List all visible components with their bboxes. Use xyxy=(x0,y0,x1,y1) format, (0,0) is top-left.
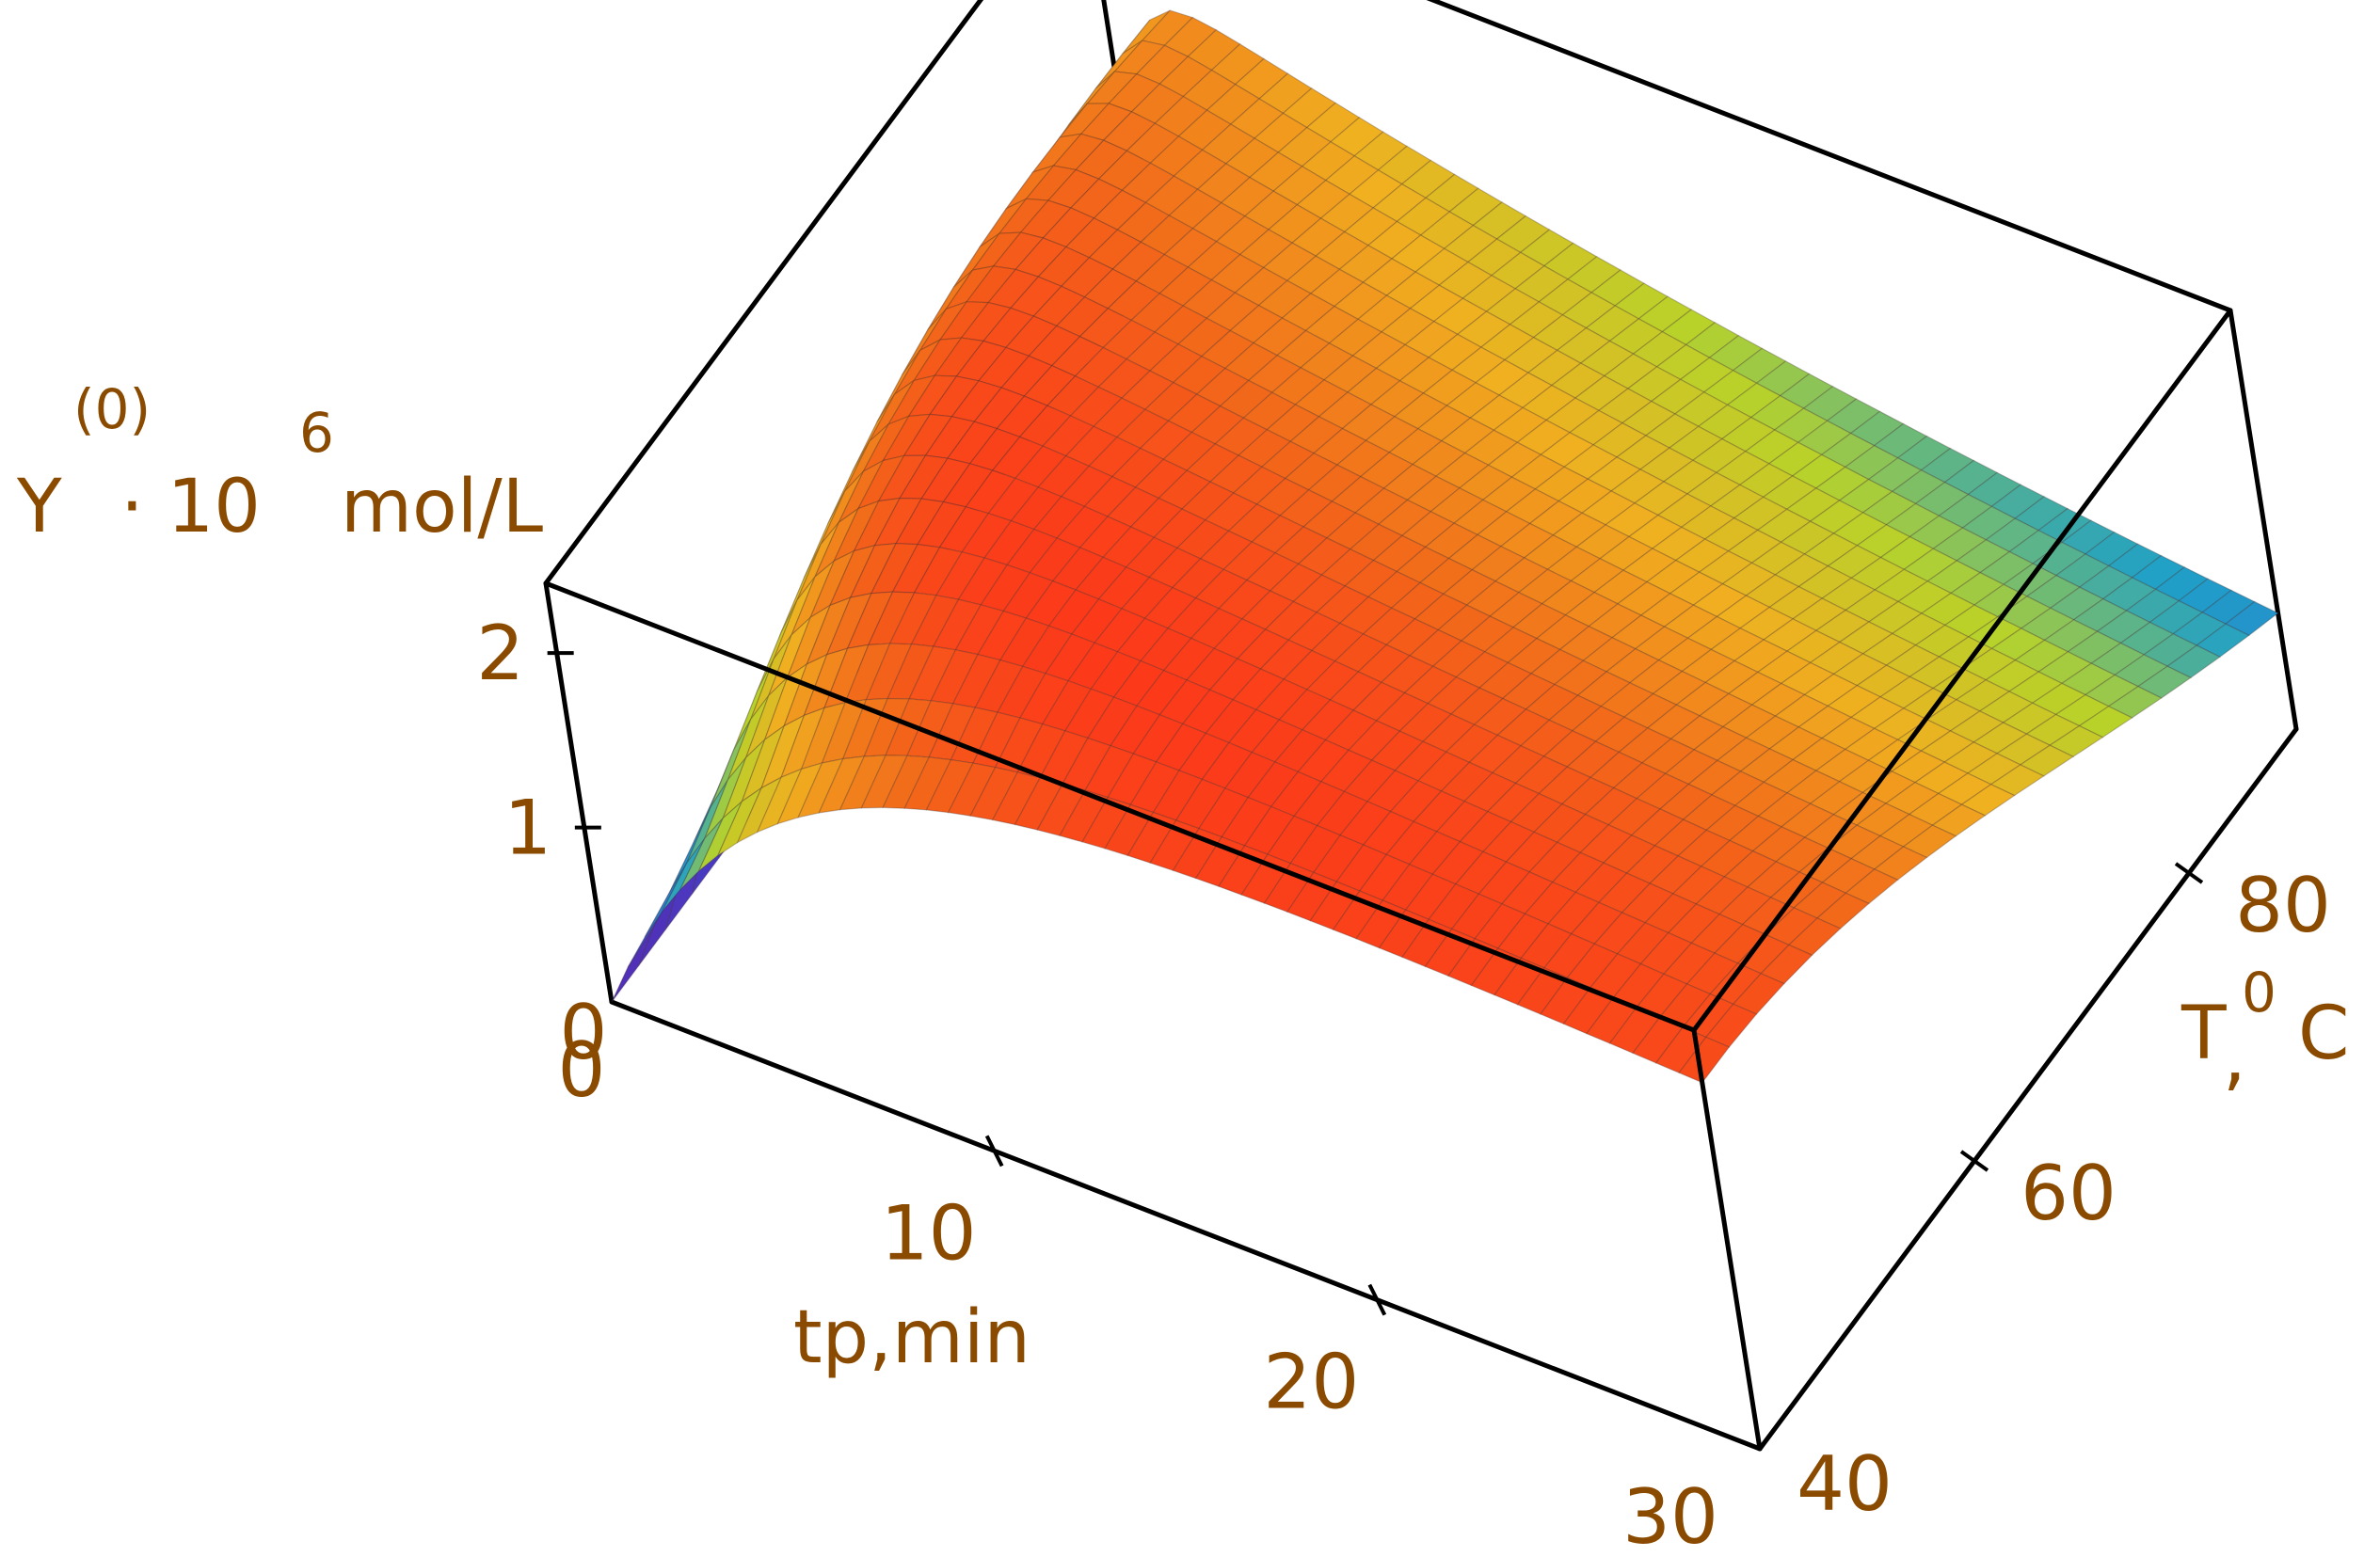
surface-cell xyxy=(1873,846,1928,881)
surface-cell xyxy=(2078,706,2133,739)
y-axis-label-sup: 0 xyxy=(2242,961,2276,1025)
z-axis-label-exp: 6 xyxy=(299,401,334,465)
y-tick-mark xyxy=(2174,862,2204,884)
x-axis-label: tp,min xyxy=(793,1295,1030,1380)
x-tick-label: 20 xyxy=(1263,1339,1359,1426)
z-axis-label-unit: mol/L xyxy=(341,465,544,549)
y-axis-label-unit: C xyxy=(2298,992,2349,1076)
surface-cell xyxy=(1960,784,2016,817)
y-tick-label: 80 xyxy=(2235,862,2331,949)
box-edge-vertical-right-front xyxy=(1691,1027,1763,1452)
x-tick-mark xyxy=(1367,1283,1387,1316)
y-tick-label: 40 xyxy=(1797,1440,1893,1528)
surface-cell xyxy=(1815,892,1870,929)
surface-cell xyxy=(611,925,655,1003)
z-axis-label-sup: (0) xyxy=(73,377,151,441)
x-tick-label: 10 xyxy=(881,1189,977,1277)
box-back-edges xyxy=(543,0,2299,1452)
box-edge-top-right xyxy=(1691,308,2233,1033)
box-edge-top-front xyxy=(543,580,1697,1033)
z-tick-label: 2 xyxy=(476,610,524,697)
y-axis-label-sep: , xyxy=(2223,1015,2246,1100)
y-tick-mark xyxy=(1959,1150,1989,1172)
box-edge-bottom-front xyxy=(609,999,1763,1452)
z-axis-label-main: Y xyxy=(16,465,62,549)
x-tick-label: 30 xyxy=(1622,1473,1718,1557)
y-tick-label: 60 xyxy=(2021,1150,2116,1237)
x-tick-label: 0 xyxy=(558,1026,606,1114)
box-edge-vertical-right-back xyxy=(2228,308,2299,732)
box-edge-bottom-right xyxy=(1757,726,2299,1452)
surface-cell xyxy=(1732,973,1785,1015)
surface-cell xyxy=(1704,1003,1758,1048)
box-edge-vertical-left xyxy=(543,580,615,1005)
surface-cell xyxy=(2224,600,2279,637)
box-edge-top-left xyxy=(543,0,984,586)
surface-mesh xyxy=(611,9,2279,1084)
z-tick-label: 1 xyxy=(503,785,551,872)
x-tick-mark xyxy=(984,1135,1004,1168)
box-front-edges xyxy=(543,308,2233,1452)
z-tick-label: 0 xyxy=(560,989,608,1076)
axis-ticks: 0 10 20 30 40 60 80 0 1 2 xyxy=(476,610,2331,1557)
y-axis-label-main: T xyxy=(2180,992,2227,1076)
surface-cell xyxy=(2048,724,2104,757)
box-edge-top-back xyxy=(1426,0,2233,313)
surface-cell xyxy=(2107,686,2163,719)
surface-cell xyxy=(2019,744,2075,777)
surface-cell xyxy=(1845,868,1899,905)
surface-cell xyxy=(2136,665,2193,699)
z-axis-label-mult: · 10 xyxy=(120,465,261,549)
surface-cell xyxy=(1989,764,2045,797)
